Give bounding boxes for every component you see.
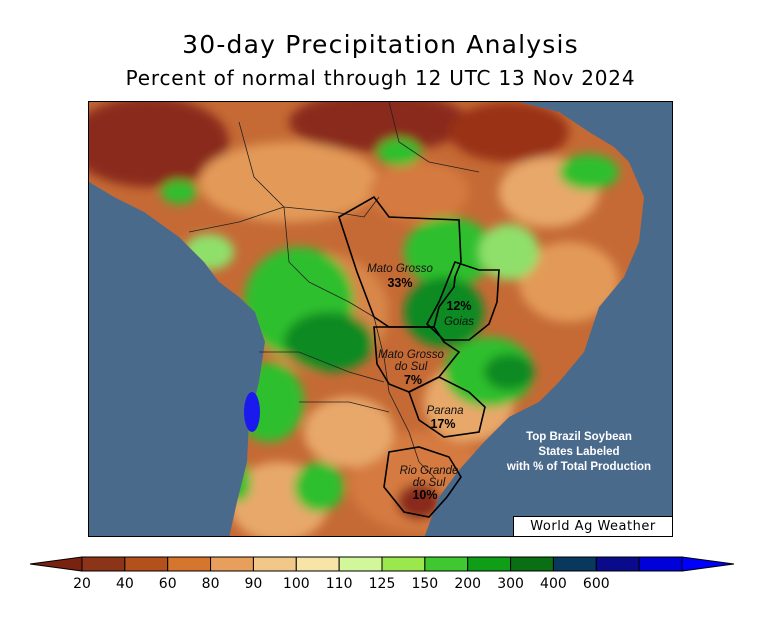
outline-parana [408,376,486,438]
state-pct-goias: 12% [446,299,471,313]
legend-swatch-9 [467,556,512,572]
legend-swatch-2 [167,556,212,572]
legend-tick-20: 20 [73,576,91,592]
legend-tick-600: 600 [583,576,610,592]
precipitation-map: Mato Grosso 33% 12% Goias Mato Grosso do… [88,101,673,537]
legend-swatch-4 [252,556,297,572]
legend-tick-100: 100 [283,576,310,592]
legend-swatch-0 [81,556,126,572]
very-wet-area [244,392,260,432]
legend-tick-40: 40 [116,576,134,592]
state-outlines [338,195,500,518]
state-name-parana: Parana [426,405,463,417]
legend-swatch-10 [510,556,554,572]
state-name-mato-grosso-do-sul-2: do Sul [395,361,428,373]
outline-rio-grande-do-sul [383,446,462,518]
legend-tick-60: 60 [159,576,177,592]
legend-tick-80: 80 [202,576,220,592]
legend-tick-150: 150 [411,576,438,592]
state-name-rio-grande-do-sul-2: do Sul [413,477,446,489]
state-name-goias: Goias [444,316,474,328]
note-line-1: Top Brazil Soybean [526,431,632,443]
state-name-mato-grosso-do-sul-1: Mato Grosso [378,349,444,361]
legend-arrow-high [681,556,735,572]
legend-swatch-11 [552,556,597,572]
legend-canvas: 20 40 60 80 90 100 110 125 150 200 300 400 600 [29,556,735,592]
color-legend: 20 40 60 80 90 100 110 125 150 200 300 400 600 [0,548,761,608]
note-line-3: with % of Total Production [506,461,651,473]
legend-tick-110: 110 [326,576,353,592]
state-name-rio-grande-do-sul-1: Rio Grande [400,465,459,477]
legend-swatch-3 [210,556,254,572]
legend-tick-300: 300 [497,576,524,592]
legend-arrow-low [29,556,83,572]
legend-tick-90: 90 [245,576,263,592]
state-pct-mato-grosso: 33% [387,276,412,290]
outline-goias [426,261,500,341]
note-line-2: States Labeled [538,446,619,458]
legend-swatch-12 [595,556,640,572]
legend-tick-125: 125 [369,576,396,592]
map-title: 30-day Precipitation Analysis [182,30,579,59]
state-pct-parana: 17% [430,417,455,431]
legend-swatch-7 [381,556,426,572]
state-pct-mato-grosso-do-sul: 7% [404,373,422,387]
legend-swatch-5 [295,556,340,572]
map-canvas: Mato Grosso 33% 12% Goias Mato Grosso do… [89,102,672,536]
precip-field [89,102,619,536]
legend-swatch-13 [638,556,683,572]
legend-tick-400: 400 [540,576,567,592]
state-name-mato-grosso: Mato Grosso [367,263,433,275]
state-pct-rio-grande-do-sul: 10% [412,488,437,502]
legend-swatch-1 [124,556,169,572]
legend-tick-200: 200 [454,576,481,592]
outline-mato-grosso [338,195,462,328]
map-subtitle: Percent of normal through 12 UTC 13 Nov … [125,66,636,90]
legend-swatch-6 [338,556,383,572]
watermark: World Ag Weather [513,516,672,536]
legend-swatch-8 [424,556,469,572]
